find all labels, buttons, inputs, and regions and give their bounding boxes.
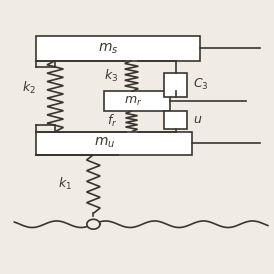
Text: $f_r$: $f_r$ — [107, 113, 118, 129]
FancyBboxPatch shape — [36, 132, 192, 155]
Text: $u$: $u$ — [193, 113, 202, 127]
Text: $k_2$: $k_2$ — [22, 80, 36, 96]
FancyBboxPatch shape — [164, 73, 187, 98]
Text: $m_s$: $m_s$ — [98, 41, 118, 56]
Text: $k_1$: $k_1$ — [58, 176, 72, 192]
FancyBboxPatch shape — [36, 36, 200, 61]
FancyBboxPatch shape — [104, 92, 170, 111]
Text: $m_u$: $m_u$ — [94, 136, 115, 150]
Text: $k_3$: $k_3$ — [104, 68, 118, 84]
Text: $m_r$: $m_r$ — [124, 95, 142, 108]
Text: $C_3$: $C_3$ — [193, 76, 209, 92]
FancyBboxPatch shape — [164, 111, 187, 129]
